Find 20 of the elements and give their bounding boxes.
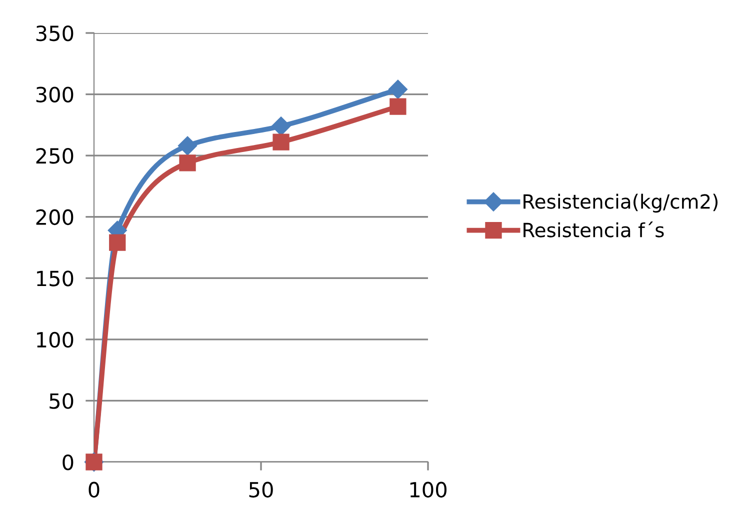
point — [179, 154, 196, 172]
x-tick-label: 50 — [249, 482, 273, 498]
y-tick-label: 250 — [36, 148, 74, 164]
y-tick-label: 200 — [36, 209, 74, 226]
point — [109, 234, 126, 251]
y-tick-label: 50 — [50, 393, 74, 409]
point — [272, 134, 290, 150]
y-tick-label: 100 — [37, 332, 74, 348]
y-tick-label: 300 — [36, 86, 74, 102]
point — [272, 116, 291, 136]
x-tick-label: 0 — [88, 482, 100, 498]
x-tick-label: 100 — [410, 482, 446, 498]
y-tick-label: 350 — [36, 25, 74, 42]
legend-label: Resistencia f´s — [524, 222, 664, 238]
point — [178, 136, 198, 156]
y-tick-label: 0 — [62, 454, 74, 470]
legend-label: Resistencia(kg/cm2) — [524, 194, 718, 213]
y-tick-label: 150 — [37, 270, 74, 286]
point — [390, 98, 406, 115]
point — [388, 80, 408, 99]
